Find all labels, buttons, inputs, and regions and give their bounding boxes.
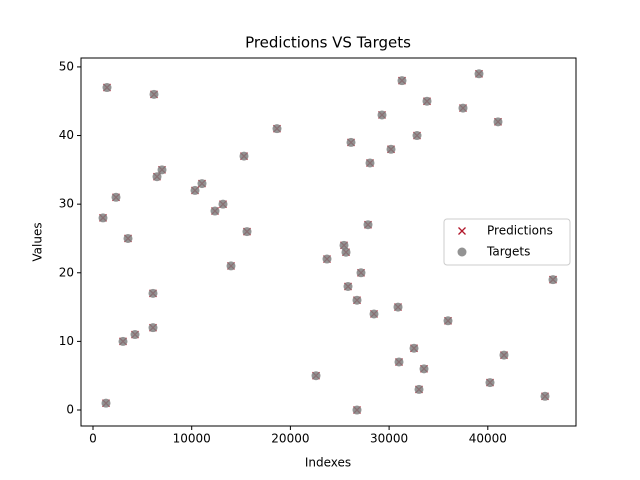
target-marker <box>493 117 503 127</box>
target-marker <box>377 110 387 120</box>
target-marker <box>111 192 121 202</box>
target-marker <box>101 398 111 408</box>
target-marker <box>311 371 321 381</box>
target-marker <box>412 131 422 141</box>
target-marker <box>394 357 404 367</box>
target-marker <box>148 288 158 298</box>
y-axis-label: Values <box>31 222 45 261</box>
target-marker <box>409 343 419 353</box>
target-marker <box>148 323 158 333</box>
target-marker <box>352 405 362 415</box>
legend-label: Targets <box>486 245 530 259</box>
target-marker <box>419 364 429 374</box>
x-tick-label: 40000 <box>469 432 507 446</box>
target-marker <box>474 69 484 79</box>
target-marker <box>365 158 375 168</box>
y-tick-label: 10 <box>59 334 74 348</box>
target-marker <box>152 172 162 182</box>
target-marker <box>443 316 453 326</box>
x-axis-label: Indexes <box>305 456 351 470</box>
y-tick-label: 0 <box>66 403 74 417</box>
target-marker <box>458 103 468 113</box>
target-marker <box>322 254 332 264</box>
target-marker <box>352 295 362 305</box>
target-marker <box>339 240 349 250</box>
x-tick-label: 30000 <box>370 432 408 446</box>
y-tick-label: 40 <box>59 128 74 142</box>
target-marker <box>242 227 252 237</box>
target-marker <box>363 220 373 230</box>
target-marker <box>197 179 207 189</box>
target-marker <box>548 275 558 285</box>
target-marker <box>386 144 396 154</box>
target-marker <box>226 261 236 271</box>
plot-frame <box>80 57 577 427</box>
legend-marker <box>458 227 466 235</box>
x-tick-label: 0 <box>89 432 97 446</box>
target-marker <box>123 233 133 243</box>
y-tick-label: 20 <box>59 265 74 279</box>
legend-marker <box>457 247 467 257</box>
target-marker <box>540 391 550 401</box>
target-marker <box>341 247 351 257</box>
target-marker <box>499 350 509 360</box>
y-tick-label: 30 <box>59 197 74 211</box>
target-marker <box>102 83 112 93</box>
target-marker <box>118 336 128 346</box>
target-marker <box>149 89 159 99</box>
target-marker <box>393 302 403 312</box>
target-marker <box>239 151 249 161</box>
legend-box <box>443 218 571 266</box>
target-marker <box>369 309 379 319</box>
target-marker <box>157 165 167 175</box>
target-marker <box>422 96 432 106</box>
target-marker <box>485 378 495 388</box>
target-marker <box>218 199 228 209</box>
target-marker <box>98 213 108 223</box>
target-marker <box>346 137 356 147</box>
target-marker <box>356 268 366 278</box>
chart-title: Predictions VS Targets <box>245 34 411 52</box>
target-marker <box>343 281 353 291</box>
y-tick-label: 50 <box>59 59 74 73</box>
target-marker <box>210 206 220 216</box>
legend-label: Predictions <box>487 224 553 238</box>
x-tick-label: 20000 <box>271 432 309 446</box>
target-marker <box>190 185 200 195</box>
target-marker <box>397 76 407 86</box>
x-tick-label: 10000 <box>173 432 211 446</box>
target-marker <box>130 330 140 340</box>
target-marker <box>272 124 282 134</box>
target-marker <box>414 384 424 394</box>
